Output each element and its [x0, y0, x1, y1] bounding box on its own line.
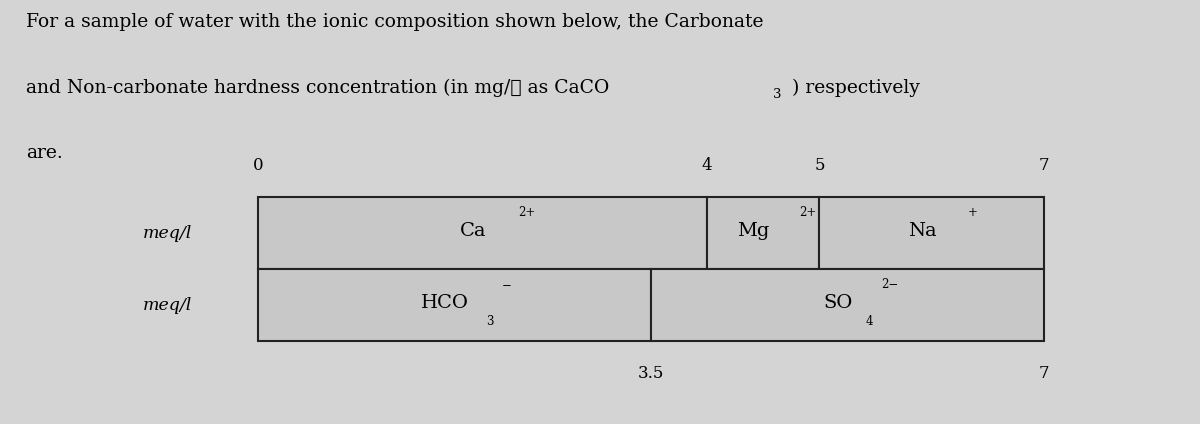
Text: Ca: Ca [460, 222, 486, 240]
Text: meq/l: meq/l [143, 297, 192, 314]
Text: For a sample of water with the ionic composition shown below, the Carbonate: For a sample of water with the ionic com… [26, 13, 764, 31]
Text: 7: 7 [1039, 157, 1049, 174]
Bar [650, 269, 1044, 341]
Text: 2+: 2+ [799, 206, 816, 218]
Text: 0: 0 [253, 157, 263, 174]
Text: HCO: HCO [421, 294, 469, 312]
Text: SO: SO [823, 294, 852, 312]
Text: Na: Na [908, 222, 936, 240]
Text: 2+: 2+ [518, 206, 536, 218]
Text: and Non-carbonate hardness concentration (in mg/ℓ as CaCO: and Non-carbonate hardness concentration… [26, 78, 610, 97]
Text: +: + [967, 206, 978, 218]
Text: 5: 5 [814, 157, 824, 174]
Bar [820, 197, 1044, 269]
Text: 3: 3 [773, 88, 781, 101]
Text: 3: 3 [486, 315, 494, 328]
Bar [258, 197, 707, 269]
Text: 4: 4 [865, 315, 874, 328]
Text: 7: 7 [1039, 365, 1049, 382]
Text: 4: 4 [702, 157, 713, 174]
Bar [258, 269, 650, 341]
Text: ) respectively: ) respectively [792, 78, 920, 97]
Text: 2−: 2− [881, 279, 899, 291]
Text: Mg: Mg [738, 222, 770, 240]
Text: 3.5: 3.5 [638, 365, 664, 382]
Bar [707, 197, 820, 269]
Text: meq/l: meq/l [143, 225, 192, 242]
Text: are.: are. [26, 144, 64, 162]
Text: −: − [502, 279, 511, 291]
